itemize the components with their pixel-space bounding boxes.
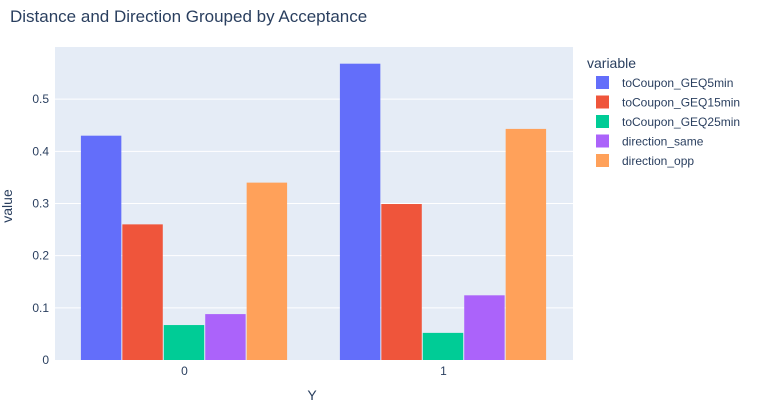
legend: variable toCoupon_GEQ5min toCoupon_GEQ15m… <box>587 55 740 168</box>
legend-swatch <box>596 76 609 89</box>
y-tick-label: 0.3 <box>32 197 49 211</box>
y-tick-label: 0 <box>42 353 49 367</box>
x-tick-label: 1 <box>440 364 447 378</box>
bar-toCoupon_GEQ5min-1 <box>339 63 381 361</box>
bar-toCoupon_GEQ15min-0 <box>122 224 163 360</box>
legend-label: toCoupon_GEQ15min <box>622 96 740 110</box>
legend-label: toCoupon_GEQ25min <box>622 115 740 129</box>
bar-toCoupon_GEQ5min-0 <box>80 135 122 360</box>
legend-label: direction_opp <box>622 154 694 168</box>
bars <box>80 63 547 361</box>
bar-direction_same-0 <box>205 314 246 360</box>
y-tick-label: 0.5 <box>32 92 49 106</box>
bar-direction_opp-0 <box>246 182 288 360</box>
bar-direction_opp-1 <box>505 128 547 360</box>
x-axis-title: Y <box>307 387 317 403</box>
legend-title: variable <box>587 55 636 71</box>
chart-title: Distance and Direction Grouped by Accept… <box>10 7 367 26</box>
x-tick-label: 0 <box>181 364 188 378</box>
legend-label: direction_same <box>622 135 704 149</box>
bar-toCoupon_GEQ25min-1 <box>422 332 464 360</box>
legend-swatch <box>596 154 609 167</box>
y-tick-label: 0.4 <box>32 144 49 158</box>
y-axis-title: value <box>0 189 15 223</box>
bar-direction_same-1 <box>464 295 505 360</box>
legend-label: toCoupon_GEQ5min <box>622 76 733 90</box>
bar-toCoupon_GEQ25min-0 <box>163 325 205 360</box>
y-tick-label: 0.1 <box>32 301 49 315</box>
y-axis-ticks: 0 0.1 0.2 0.3 0.4 0.5 <box>32 92 49 367</box>
legend-swatch <box>596 115 609 128</box>
y-tick-label: 0.2 <box>32 249 49 263</box>
legend-swatch <box>596 95 609 109</box>
bar-toCoupon_GEQ15min-1 <box>381 204 422 360</box>
legend-swatch <box>596 134 609 148</box>
